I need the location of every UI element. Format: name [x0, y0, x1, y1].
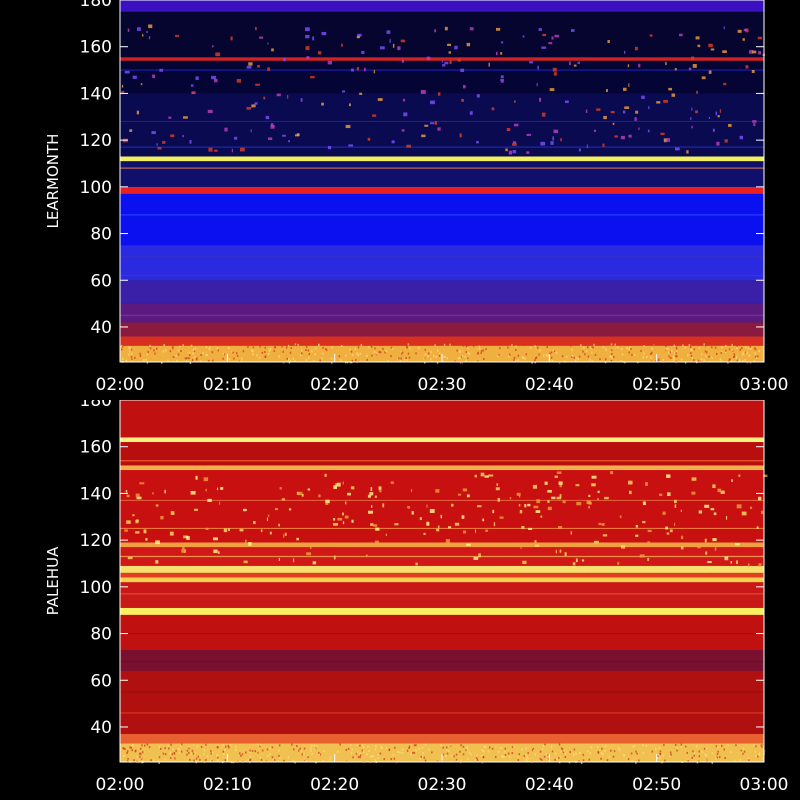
x-tick-label: 02:20	[310, 375, 359, 395]
y-tick-label: 180	[80, 400, 112, 411]
spectrogram-band	[120, 60, 764, 94]
spectrogram-band	[120, 57, 764, 61]
x-tick-label: 02:30	[418, 375, 467, 395]
y-tick-label: 60	[90, 671, 112, 691]
x-tick-label: 02:50	[632, 775, 681, 795]
spectrogram-band	[120, 649, 764, 671]
station-label: LEARMONTH	[44, 134, 62, 229]
spectrogram-band	[120, 11, 764, 58]
spectrogram-band	[120, 156, 764, 162]
x-tick-label: 02:20	[310, 775, 359, 795]
spectrogram-band	[120, 322, 764, 337]
spectrogram-svg: 40 60 80 100 120 140 160 180 02:00 02:10 02:20 02:3…	[44, 0, 789, 395]
spectrogram-band	[120, 465, 764, 471]
spectrogram-band	[120, 193, 764, 246]
spectrogram-band	[120, 0, 764, 12]
x-tick-label: 03:00	[740, 375, 789, 395]
y-tick-label: 180	[80, 0, 112, 11]
spectrogram-band	[120, 733, 764, 744]
spectrogram-band	[120, 437, 764, 443]
spectrogram-band	[120, 743, 764, 762]
y-tick-label: 120	[80, 131, 112, 151]
x-tick-label: 02:10	[203, 775, 252, 795]
spectrogram-band	[120, 670, 764, 734]
chart-panel-learmonth: 40 60 80 100 120 140 160 180 02:00 02:10 02:20 02:3…	[44, 0, 789, 395]
spectrogram-band	[120, 400, 764, 438]
spectrogram-band	[120, 442, 764, 466]
x-tick-label: 02:00	[96, 775, 145, 795]
spectrogram-band	[120, 245, 764, 281]
station-label: PALEHUA	[44, 546, 62, 615]
spectrogram-band	[120, 93, 764, 157]
y-tick-label: 160	[80, 38, 112, 58]
y-tick-label: 140	[80, 484, 112, 504]
x-tick-label: 02:30	[418, 775, 467, 795]
spectrogram-band	[120, 572, 764, 578]
x-tick-label: 02:50	[632, 375, 681, 395]
spectrogram-band	[120, 186, 764, 194]
y-tick-label: 40	[90, 318, 112, 338]
y-tick-label: 120	[80, 531, 112, 551]
chart-panel-palehua: 40 60 80 100 120 140 160 180 02:00 02:10 02:20 02:3…	[0, 400, 800, 800]
spectrogram-band	[120, 614, 764, 650]
spectrogram-svg: 40 60 80 100 120 140 160 180 02:00 02:10 02:20 02:3…	[44, 400, 789, 795]
spectrogram-band	[120, 161, 764, 187]
y-tick-label: 80	[90, 625, 112, 645]
x-tick-label: 02:40	[525, 375, 574, 395]
spectrogram-band	[120, 280, 764, 304]
spectrogram-band	[120, 607, 764, 615]
spectrogram-band	[120, 303, 764, 323]
spectrogram-noise	[122, 471, 768, 764]
x-tick-label: 03:00	[740, 775, 789, 795]
y-tick-label: 100	[80, 178, 112, 198]
y-tick-label: 60	[90, 271, 112, 291]
spectrogram-band	[120, 577, 764, 583]
y-tick-label: 140	[80, 84, 112, 104]
y-tick-label: 40	[90, 718, 112, 738]
spectrogram-band	[120, 345, 764, 362]
x-tick-label: 02:00	[96, 375, 145, 395]
spectrogram-band	[120, 582, 764, 608]
y-tick-label: 80	[90, 225, 112, 245]
y-tick-label: 160	[80, 438, 112, 458]
spectrogram-band	[120, 470, 764, 543]
spectrogram-band	[120, 336, 764, 346]
y-tick-label: 100	[80, 578, 112, 598]
spectrogram-band	[120, 565, 764, 573]
spectrogram-band	[120, 542, 764, 548]
x-tick-label: 02:10	[203, 375, 252, 395]
x-tick-label: 02:40	[525, 775, 574, 795]
